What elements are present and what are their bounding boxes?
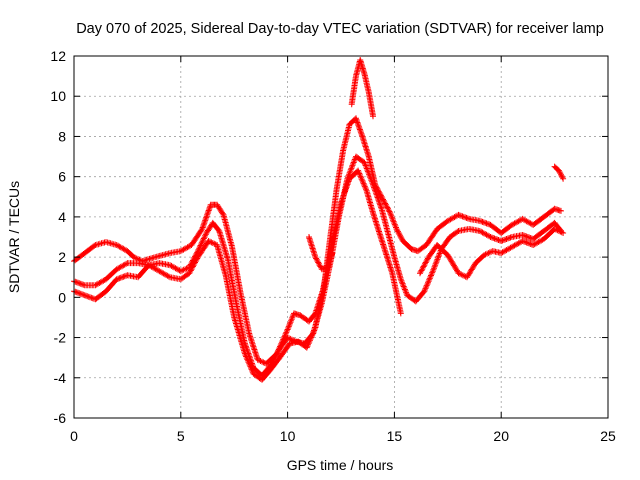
y-tick-label: -6 xyxy=(54,410,67,426)
series-spike-g xyxy=(348,57,376,120)
data-point-markers xyxy=(306,234,336,273)
series-late-segment-e xyxy=(417,226,567,281)
y-tick-label: 2 xyxy=(58,249,66,265)
y-tick-label: 12 xyxy=(50,48,66,64)
y-axis-label: SDTVAR / TECUs xyxy=(6,181,22,293)
x-tick-label: 15 xyxy=(387,428,403,444)
x-tick-label: 5 xyxy=(177,428,185,444)
y-tick-label: 0 xyxy=(58,289,66,305)
y-tick-label: 4 xyxy=(58,209,66,225)
y-tick-label: 8 xyxy=(58,128,66,144)
y-tick-label: 10 xyxy=(50,88,66,104)
chart-title: Day 070 of 2025, Sidereal Day-to-day VTE… xyxy=(76,21,604,37)
x-axis-label: GPS time / hours xyxy=(287,457,394,473)
x-tick-label: 20 xyxy=(493,428,509,444)
y-tick-label: -4 xyxy=(54,370,67,386)
x-tick-label: 0 xyxy=(70,428,78,444)
data-point-markers xyxy=(417,226,567,281)
series-late-segment-d xyxy=(306,234,336,273)
series-late-segment-f xyxy=(551,163,567,182)
y-tick-label: -2 xyxy=(54,330,67,346)
data-point-markers xyxy=(551,163,567,182)
data-point-markers xyxy=(348,57,376,120)
plot-frame xyxy=(73,55,609,419)
axis-ticks: -6 -4 -2 0 2 4 6 8 10 12 0 5 10 15 20 25 xyxy=(50,48,616,444)
x-tick-label: 10 xyxy=(280,428,296,444)
x-tick-label: 25 xyxy=(600,428,616,444)
y-tick-label: 6 xyxy=(58,169,66,185)
